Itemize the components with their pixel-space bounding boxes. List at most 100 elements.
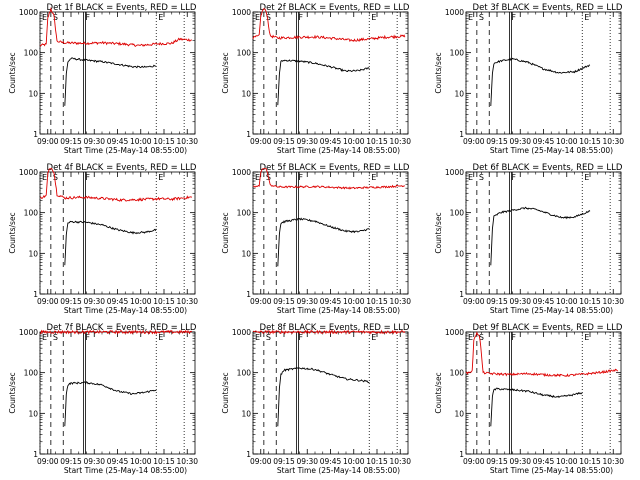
y-tick-label: 1000 bbox=[445, 328, 464, 337]
x-tick-label: 09:30 bbox=[296, 457, 318, 466]
marker-label: E bbox=[468, 173, 473, 182]
y-axis-label: Counts/sec bbox=[8, 212, 17, 253]
marker-label: S bbox=[479, 173, 484, 182]
marker-label: F bbox=[85, 13, 90, 22]
x-tick-label: 10:15 bbox=[153, 457, 175, 466]
marker-label: E bbox=[584, 13, 589, 22]
y-axis-label: Counts/sec bbox=[221, 372, 230, 413]
marker-label: E bbox=[255, 333, 260, 342]
y-tick-label: 1 bbox=[33, 450, 38, 459]
y-tick-label: 100 bbox=[24, 369, 39, 378]
events-series-line bbox=[490, 57, 591, 107]
y-tick-label: 1000 bbox=[232, 168, 251, 177]
y-tick-label: 10 bbox=[28, 89, 38, 98]
y-tick-label: 100 bbox=[24, 209, 39, 218]
marker-label: S bbox=[53, 173, 58, 182]
marker-label: E bbox=[255, 173, 260, 182]
x-axis-label: Start Time (25-May-14 08:55:00) bbox=[277, 146, 400, 155]
x-tick-label: 09:15 bbox=[273, 457, 295, 466]
x-tick-label: 09:00 bbox=[37, 457, 59, 466]
y-tick-label: 1 bbox=[33, 130, 38, 139]
marker-label: F bbox=[511, 13, 516, 22]
x-tick-label: 09:45 bbox=[320, 457, 342, 466]
detector-panel-8: Det 8f BLACK = Events, RED = LLD 1 10 100 10… bbox=[221, 323, 411, 475]
x-tick-label: 09:00 bbox=[250, 457, 272, 466]
y-tick-label: 100 bbox=[237, 209, 252, 218]
x-tick-label: 09:00 bbox=[463, 137, 485, 146]
x-tick-label: 10:30 bbox=[176, 297, 198, 306]
marker-label: E bbox=[42, 13, 47, 22]
x-tick-label: 10:00 bbox=[130, 137, 152, 146]
x-tick-label: 10:00 bbox=[343, 137, 365, 146]
marker-label: F bbox=[298, 333, 303, 342]
x-tick-label: 09:30 bbox=[83, 457, 105, 466]
x-tick-label: 09:45 bbox=[320, 137, 342, 146]
marker-label: E bbox=[42, 173, 47, 182]
panel-title: Det 6f BLACK = Events, RED = LLD bbox=[473, 163, 623, 173]
panel-title: Det 5f BLACK = Events, RED = LLD bbox=[260, 163, 410, 173]
y-tick-label: 100 bbox=[450, 49, 465, 58]
y-tick-label: 100 bbox=[237, 49, 252, 58]
y-tick-label: 10 bbox=[28, 249, 38, 258]
lld-series-line bbox=[253, 168, 406, 190]
x-axis-label: Start Time (25-May-14 08:55:00) bbox=[490, 306, 613, 315]
marker-label: E bbox=[371, 333, 376, 342]
marker-label: F bbox=[511, 333, 516, 342]
x-tick-label: 09:15 bbox=[486, 457, 508, 466]
y-tick-label: 10 bbox=[241, 249, 251, 258]
marker-label: S bbox=[53, 13, 58, 22]
marker-label: F bbox=[85, 333, 90, 342]
y-tick-label: 10 bbox=[241, 89, 251, 98]
x-tick-label: 10:30 bbox=[176, 137, 198, 146]
x-tick-label: 10:00 bbox=[130, 297, 152, 306]
x-tick-label: 10:30 bbox=[176, 457, 198, 466]
marker-label: F bbox=[298, 173, 303, 182]
y-tick-label: 1 bbox=[246, 450, 251, 459]
x-tick-label: 09:00 bbox=[37, 137, 59, 146]
marker-label: E bbox=[158, 173, 163, 182]
y-tick-label: 1 bbox=[246, 130, 251, 139]
x-tick-label: 09:15 bbox=[486, 137, 508, 146]
marker-label: F bbox=[85, 173, 90, 182]
events-series-line bbox=[277, 59, 370, 106]
x-tick-label: 09:00 bbox=[250, 297, 272, 306]
x-tick-label: 10:15 bbox=[153, 297, 175, 306]
x-tick-label: 10:30 bbox=[389, 137, 411, 146]
x-tick-label: 09:15 bbox=[273, 297, 295, 306]
x-tick-label: 09:30 bbox=[296, 297, 318, 306]
x-tick-label: 10:30 bbox=[389, 297, 411, 306]
y-axis-label: Counts/sec bbox=[221, 52, 230, 93]
y-tick-label: 1 bbox=[459, 290, 464, 299]
x-tick-label: 10:15 bbox=[579, 137, 601, 146]
y-tick-label: 1000 bbox=[19, 168, 38, 177]
y-tick-label: 1000 bbox=[19, 8, 38, 17]
panel-title: Det 7f BLACK = Events, RED = LLD bbox=[47, 323, 197, 333]
marker-label: S bbox=[266, 333, 271, 342]
x-tick-label: 10:15 bbox=[153, 137, 175, 146]
x-tick-label: 09:15 bbox=[273, 137, 295, 146]
x-tick-label: 10:15 bbox=[579, 297, 601, 306]
y-tick-label: 1 bbox=[459, 130, 464, 139]
x-tick-label: 10:30 bbox=[389, 457, 411, 466]
y-axis-label: Counts/sec bbox=[221, 212, 230, 253]
marker-label: S bbox=[479, 13, 484, 22]
panel-title: Det 1f BLACK = Events, RED = LLD bbox=[47, 3, 197, 13]
x-tick-label: 09:45 bbox=[107, 297, 129, 306]
x-tick-label: 10:30 bbox=[602, 137, 624, 146]
x-tick-label: 09:00 bbox=[463, 297, 485, 306]
x-tick-label: 09:00 bbox=[250, 137, 272, 146]
lld-series-line bbox=[252, 8, 406, 43]
x-tick-label: 09:30 bbox=[83, 297, 105, 306]
y-tick-label: 1000 bbox=[232, 328, 251, 337]
marker-label: F bbox=[511, 173, 516, 182]
y-tick-label: 10 bbox=[454, 249, 464, 258]
x-tick-label: 09:15 bbox=[486, 297, 508, 306]
detector-panel-7: Det 7f BLACK = Events, RED = LLD 1 10 100 10… bbox=[8, 323, 198, 475]
events-series-line bbox=[490, 206, 591, 266]
y-tick-label: 100 bbox=[237, 369, 252, 378]
x-tick-label: 09:15 bbox=[60, 457, 82, 466]
x-axis-label: Start Time (25-May-14 08:55:00) bbox=[277, 466, 400, 475]
marker-label: E bbox=[468, 13, 473, 22]
x-tick-label: 10:15 bbox=[579, 457, 601, 466]
